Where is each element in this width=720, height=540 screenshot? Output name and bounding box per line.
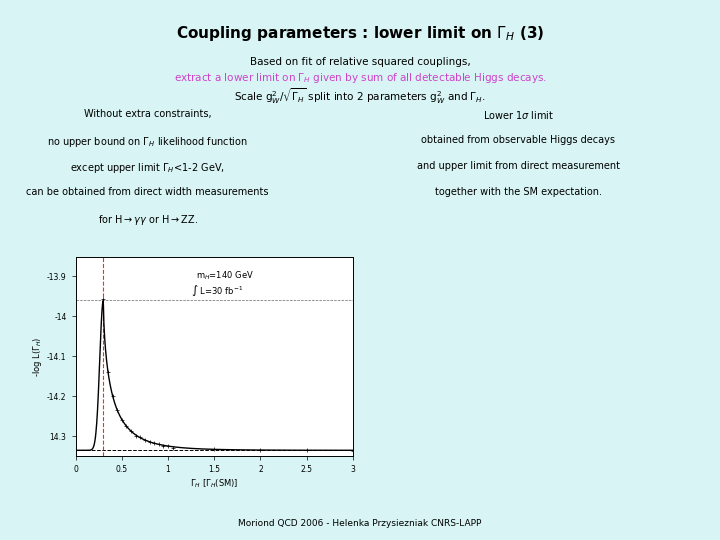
Text: extract a lower limit on $\Gamma_H$ given by sum of all detectable Higgs decays.: extract a lower limit on $\Gamma_H$ give… <box>174 71 546 85</box>
Text: m$_H$=140 GeV: m$_H$=140 GeV <box>196 269 253 282</box>
Text: Without extra constraints,: Without extra constraints, <box>84 109 212 119</box>
Text: Based on fit of relative squared couplings,: Based on fit of relative squared couplin… <box>250 57 470 67</box>
Text: Coupling parameters : lower limit on $\Gamma_H$ (3): Coupling parameters : lower limit on $\G… <box>176 24 544 43</box>
Text: no upper bound on $\Gamma_H$ likelihood function: no upper bound on $\Gamma_H$ likelihood … <box>47 135 248 149</box>
Text: for H$\rightarrow\gamma\gamma$ or H$\rightarrow$ZZ.: for H$\rightarrow\gamma\gamma$ or H$\rig… <box>97 213 198 227</box>
Text: and upper limit from direct measurement: and upper limit from direct measurement <box>417 161 620 171</box>
Text: can be obtained from direct width measurements: can be obtained from direct width measur… <box>27 187 269 197</box>
Y-axis label: -log L($\Gamma_H$): -log L($\Gamma_H$) <box>31 336 44 376</box>
Text: Scale g$^2_W$/$\sqrt{\Gamma_H}$ split into 2 parameters g$^2_W$ and $\Gamma_H$.: Scale g$^2_W$/$\sqrt{\Gamma_H}$ split in… <box>234 86 486 106</box>
Text: obtained from observable Higgs decays: obtained from observable Higgs decays <box>421 135 616 145</box>
Text: together with the SM expectation.: together with the SM expectation. <box>435 187 602 197</box>
X-axis label: $\Gamma_H$ [$\Gamma_H$(SM)]: $\Gamma_H$ [$\Gamma_H$(SM)] <box>190 477 238 490</box>
Text: Lower 1$\sigma$ limit: Lower 1$\sigma$ limit <box>483 109 554 121</box>
Text: Moriond QCD 2006 - Helenka Przysiezniak CNRS-LAPP: Moriond QCD 2006 - Helenka Przysiezniak … <box>238 519 482 528</box>
Text: $\int$ L=30 fb$^{-1}$: $\int$ L=30 fb$^{-1}$ <box>191 284 243 299</box>
Text: except upper limit $\Gamma_H$<1-2 GeV,: except upper limit $\Gamma_H$<1-2 GeV, <box>70 161 225 175</box>
